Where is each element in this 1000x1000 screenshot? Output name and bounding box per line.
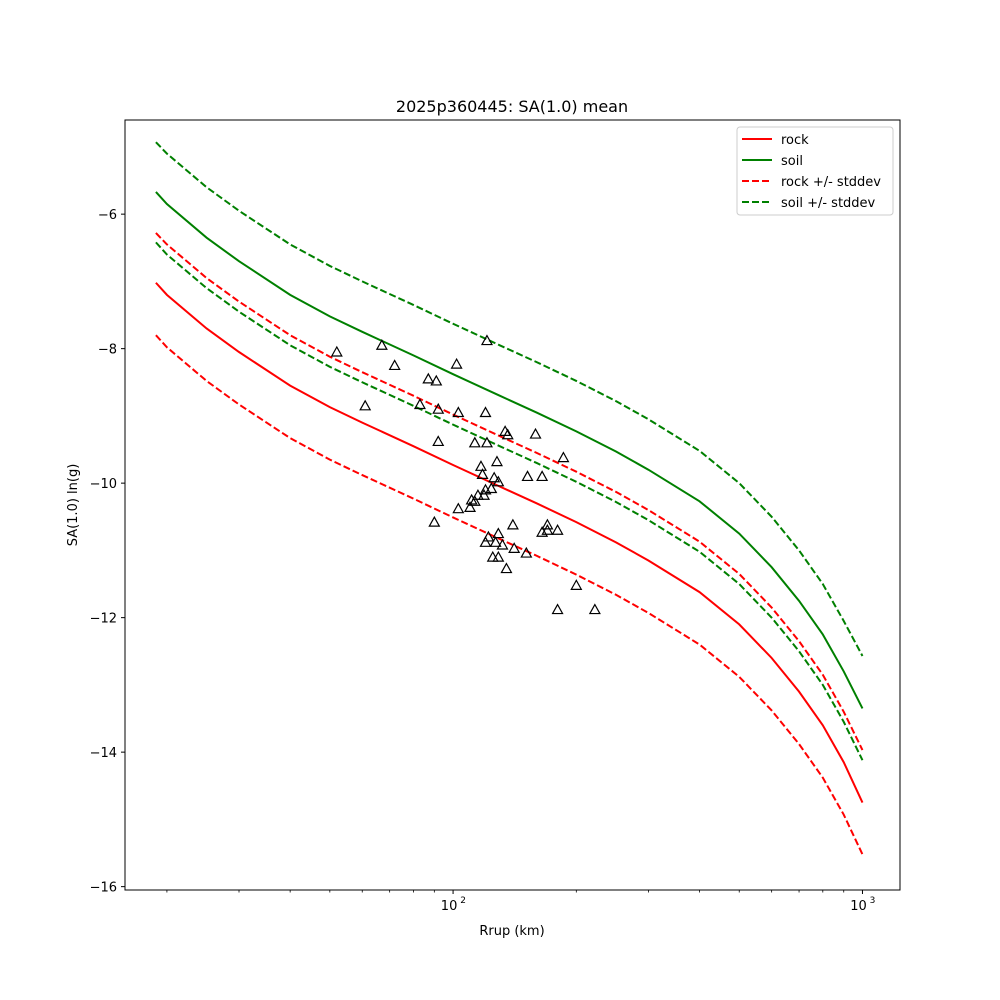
observation-marker	[520, 546, 533, 558]
observation-marker	[432, 402, 445, 414]
observation-marker	[529, 427, 542, 439]
observation-marker	[500, 562, 513, 574]
observation-marker	[551, 523, 564, 535]
observation-marker	[489, 536, 502, 547]
chart-title: 2025p360445: SA(1.0) mean	[396, 97, 628, 116]
x-axis-label: Rrup (km)	[479, 924, 544, 939]
observation-marker	[388, 359, 401, 371]
observation-marker	[330, 345, 343, 357]
observation-marker	[570, 579, 583, 590]
observation-marker	[557, 451, 570, 463]
observation-marker	[452, 406, 465, 418]
axis-ticks: −16−14−12−10−8−610 2 10 3	[90, 208, 876, 914]
legend-label: soil +/- stddev	[781, 196, 876, 211]
observation-marker	[501, 428, 514, 440]
observation-marker	[359, 399, 372, 411]
series-line-stddev-lower-3	[155, 334, 864, 855]
x-tick-exponent: 3	[870, 896, 876, 906]
axes-frame	[124, 119, 901, 891]
series-line-stddev-lower-5	[155, 241, 864, 761]
observation-marker	[477, 489, 491, 500]
observation-marker	[551, 603, 564, 615]
legend-label: soil	[781, 154, 803, 169]
observation-marker	[536, 470, 549, 482]
observation-marker	[479, 536, 492, 547]
observation-marker	[450, 357, 463, 369]
observation-marker	[452, 502, 465, 514]
observation-marker	[541, 523, 554, 535]
y-tick-label: −8	[98, 343, 117, 358]
plot-area	[155, 141, 864, 855]
observation-marker	[496, 538, 509, 550]
observation-marker	[480, 436, 493, 448]
y-tick-label: −16	[90, 881, 117, 896]
series-line-rock-0	[155, 282, 864, 804]
observation-marker	[488, 471, 501, 483]
observation-marker	[476, 468, 489, 480]
legend-label: rock +/- stddev	[781, 175, 881, 190]
observation-marker	[432, 435, 445, 447]
observation-marker	[492, 527, 505, 539]
observation-marker	[492, 550, 505, 562]
observation-marker	[485, 482, 498, 494]
series-line-soil-stddev-4	[155, 141, 864, 657]
x-tick-label: 10	[441, 899, 458, 914]
y-tick-label: −10	[90, 477, 117, 492]
observation-marker	[471, 489, 484, 500]
observation-marker	[588, 603, 601, 615]
legend: rock soil rock +/- stddev soil +/- stddev	[736, 126, 894, 216]
observation-marker	[492, 475, 505, 487]
y-tick-label: −12	[90, 612, 117, 627]
observation-marker	[428, 515, 441, 527]
observation-marker	[468, 436, 481, 448]
observation-marker	[430, 374, 443, 386]
observation-marker	[474, 460, 488, 471]
observation-marker	[490, 455, 503, 467]
observation-marker	[422, 372, 435, 384]
x-tick-exponent: 2	[460, 896, 466, 906]
observation-marker	[541, 518, 554, 530]
observation-marker	[508, 542, 521, 553]
y-tick-label: −14	[90, 746, 117, 761]
observation-marker	[479, 406, 492, 418]
observation-marker	[482, 530, 495, 542]
observation-marker	[480, 334, 493, 346]
observation-marker	[463, 501, 477, 512]
observation-marker	[536, 526, 549, 537]
observation-marker	[506, 518, 519, 530]
series-line-soil-1	[155, 191, 864, 709]
observation-marker	[413, 398, 426, 410]
observation-marker	[468, 495, 481, 506]
x-tick-label: 10	[850, 899, 867, 914]
observation-marker	[521, 470, 534, 482]
observation-marker	[465, 493, 478, 505]
legend-label: rock	[781, 133, 809, 148]
y-tick-label: −6	[98, 208, 117, 223]
observation-marker	[375, 339, 388, 350]
y-axis-label: SA(1.0) ln(g)	[66, 464, 81, 547]
legend-frame	[736, 126, 894, 216]
series-line-rock-stddev-2	[155, 232, 864, 751]
